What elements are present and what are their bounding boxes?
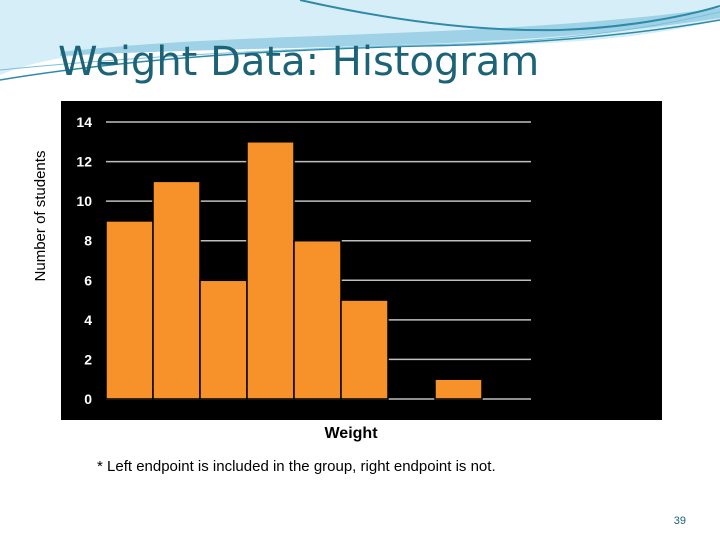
histogram-bar-1: [105, 220, 154, 400]
footnote: * Left endpoint is included in the group…: [97, 458, 496, 475]
y-tick-label: 4: [84, 312, 92, 328]
y-tick-label: 2: [84, 351, 92, 367]
slide-number: 39: [673, 515, 686, 527]
y-tick-labels: 0 2 4 6 8 10 12 14: [76, 114, 92, 407]
bars: [105, 141, 483, 400]
histogram-bar-2: [152, 180, 201, 400]
y-tick-label: 6: [84, 272, 92, 288]
histogram-bar-3: [199, 279, 248, 400]
x-axis-title: Weight: [324, 425, 378, 442]
title-swoosh-decoration: [0, 0, 720, 81]
histogram-bar-6: [340, 299, 389, 400]
y-tick-label: 0: [84, 391, 92, 407]
histogram-bar-8: [434, 378, 483, 400]
histogram-bar-5: [293, 239, 342, 400]
histogram-chart: 0 2 4 6 8 10 12 14: [61, 101, 662, 420]
slide-title: Weight Data: Histogram: [58, 39, 540, 85]
y-tick-label: 14: [76, 114, 92, 130]
y-tick-label: 8: [84, 233, 92, 249]
histogram-bar-4: [246, 141, 295, 400]
y-tick-label: 10: [76, 193, 92, 209]
histogram-plot: 0 2 4 6 8 10 12 14: [76, 114, 531, 407]
y-axis-title: Number of students: [32, 150, 49, 282]
y-tick-label: 12: [76, 154, 92, 170]
